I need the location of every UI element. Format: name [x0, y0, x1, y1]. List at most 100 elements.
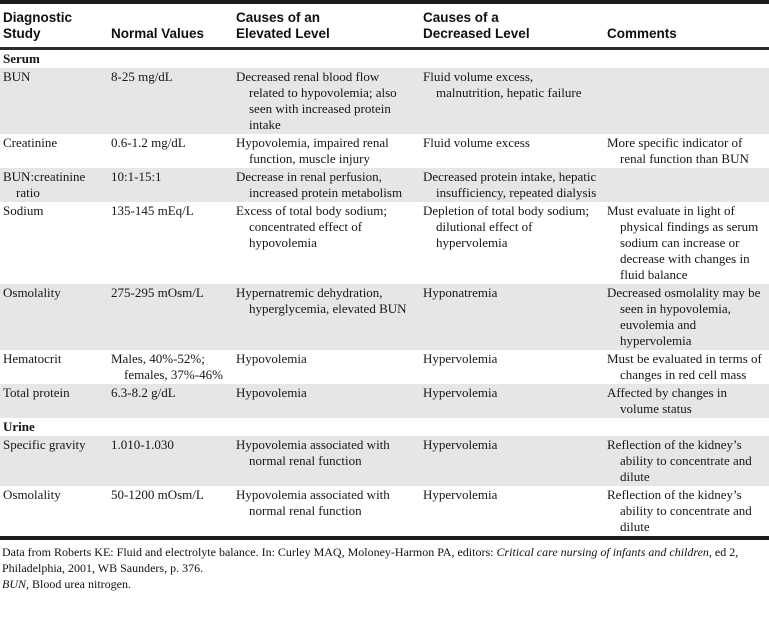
- footer-source-post: , ed 2, Philadelphia, 2001, WB Saunders,…: [2, 545, 739, 575]
- cell-elevated: Hypovolemia: [233, 384, 420, 418]
- cell-text: Hypernatremic dehydration, hyperglycemia…: [236, 285, 407, 316]
- cell-text: 275-295 mOsm/L: [111, 285, 204, 300]
- footer-source-pre: Data from Roberts KE: Fluid and electrol…: [2, 545, 497, 559]
- cell-normal: 6.3-8.2 g/dL: [108, 384, 233, 418]
- cell-study: BUN: [0, 68, 108, 134]
- cell-normal: 275-295 mOsm/L: [108, 284, 233, 350]
- cell-elevated: Hypovolemia associated with normal renal…: [233, 486, 420, 536]
- cell-text: 0.6-1.2 mg/dL: [111, 135, 186, 150]
- header-cell-3: Causes of an Elevated Level: [233, 4, 420, 49]
- cell-study: Creatinine: [0, 134, 108, 168]
- cell-text: 6.3-8.2 g/dL: [111, 385, 176, 400]
- cell-text: Osmolality: [3, 487, 61, 502]
- table-footnotes: Data from Roberts KE: Fluid and electrol…: [0, 540, 769, 592]
- cell-elevated: Hypovolemia, impaired renal function, mu…: [233, 134, 420, 168]
- cell-comments: Decreased osmolality may be seen in hypo…: [604, 284, 769, 350]
- header-row: Diagnostic Study Normal Values Causes of an…: [0, 4, 769, 49]
- header-line: Decreased Level: [423, 26, 530, 41]
- cell-text: Fluid volume excess: [423, 135, 530, 150]
- cell-text: 8-25 mg/dL: [111, 69, 173, 84]
- footer-source-title: Critical care nursing of infants and chi…: [496, 545, 709, 559]
- table-row: Hematocrit Males, 40%-52%; females, 37%-4…: [0, 350, 769, 384]
- header-cell-5: Comments: [604, 4, 769, 49]
- header-line: Causes of an: [236, 10, 321, 25]
- cell-decreased: Hyponatremia: [420, 284, 604, 350]
- cell-text: Decreased renal blood flow related to hy…: [236, 69, 397, 132]
- header-line: Normal Values: [111, 26, 205, 41]
- cell-text: 50-1200 mOsm/L: [111, 487, 204, 502]
- cell-comments: More specific indicator of renal functio…: [604, 134, 769, 168]
- cell-comments: [604, 68, 769, 134]
- cell-text: Decrease in renal perfusion, increased p…: [236, 169, 403, 200]
- cell-text: Specific gravity: [3, 437, 86, 452]
- header-line: Diagnostic: [3, 10, 73, 25]
- cell-decreased: Hypervolemia: [420, 436, 604, 486]
- cell-text: More specific indicator of renal functio…: [607, 135, 749, 166]
- cell-text: Hyponatremia: [423, 285, 498, 300]
- cell-comments: Reflection of the kidney’s ability to co…: [604, 486, 769, 536]
- table-row: Sodium 135-145 mEq/L Excess of total body …: [0, 202, 769, 284]
- header-line: Elevated Level: [236, 26, 330, 41]
- cell-normal: 0.6-1.2 mg/dL: [108, 134, 233, 168]
- cell-study: Hematocrit: [0, 350, 108, 384]
- cell-normal: Males, 40%-52%; females, 37%-46%: [108, 350, 233, 384]
- cell-decreased: Hypervolemia: [420, 350, 604, 384]
- cell-text: Hypovolemia: [236, 351, 307, 366]
- table-row: Osmolality 50-1200 mOsm/L Hypovolemia asso…: [0, 486, 769, 536]
- cell-comments: Must be evaluated in terms of changes in…: [604, 350, 769, 384]
- cell-normal: 1.010-1.030: [108, 436, 233, 486]
- cell-text: Total protein: [3, 385, 70, 400]
- cell-study: Osmolality: [0, 284, 108, 350]
- cell-decreased: Depletion of total body sodium; dilution…: [420, 202, 604, 284]
- header-line: Study: [3, 26, 41, 41]
- cell-text: BUN:creatinine ratio: [3, 169, 86, 200]
- cell-normal: 135-145 mEq/L: [108, 202, 233, 284]
- cell-text: 10:1-15:1: [111, 169, 162, 184]
- section-label: Urine: [0, 418, 769, 436]
- cell-elevated: Hypernatremic dehydration, hyperglycemia…: [233, 284, 420, 350]
- cell-text: Hypovolemia: [236, 385, 307, 400]
- table-row: Total protein 6.3-8.2 g/dL Hypovolemia Hype…: [0, 384, 769, 418]
- cell-decreased: Fluid volume excess: [420, 134, 604, 168]
- cell-elevated: Decrease in renal perfusion, increased p…: [233, 168, 420, 202]
- cell-study: Specific gravity: [0, 436, 108, 486]
- section-label: Serum: [0, 48, 769, 68]
- bottom-rule: [0, 536, 769, 540]
- cell-text: Hypervolemia: [423, 351, 498, 366]
- cell-decreased: Decreased protein intake, hepatic insuff…: [420, 168, 604, 202]
- cell-study: Sodium: [0, 202, 108, 284]
- cell-decreased: Hypervolemia: [420, 384, 604, 418]
- cell-comments: [604, 168, 769, 202]
- cell-normal: 8-25 mg/dL: [108, 68, 233, 134]
- cell-decreased: Hypervolemia: [420, 486, 604, 536]
- table-row: Specific gravity 1.010-1.030 Hypovolemia a…: [0, 436, 769, 486]
- cell-text: Decreased osmolality may be seen in hypo…: [607, 285, 761, 348]
- footer-source: Data from Roberts KE: Fluid and electrol…: [2, 544, 767, 576]
- cell-text: Decreased protein intake, hepatic insuff…: [423, 169, 597, 200]
- diagnostic-table: Diagnostic Study Normal Values Causes of an…: [0, 4, 769, 536]
- section-row: Serum: [0, 48, 769, 68]
- cell-text: 1.010-1.030: [111, 437, 174, 452]
- table-row: Creatinine 0.6-1.2 mg/dL Hypovolemia, impa…: [0, 134, 769, 168]
- table-row: Osmolality 275-295 mOsm/L Hypernatremic de…: [0, 284, 769, 350]
- cell-study: Osmolality: [0, 486, 108, 536]
- cell-text: Reflection of the kidney’s ability to co…: [607, 437, 752, 484]
- top-rule: [0, 0, 769, 4]
- table-header: Diagnostic Study Normal Values Causes of an…: [0, 4, 769, 49]
- table-row: BUN:creatinine ratio 10:1-15:1 Decrease in…: [0, 168, 769, 202]
- cell-text: Depletion of total body sodium; dilution…: [423, 203, 590, 250]
- cell-elevated: Hypovolemia: [233, 350, 420, 384]
- diagnostic-table-body: Serum BUN 8-25 mg/dL Decreased renal blood …: [0, 48, 769, 537]
- cell-comments: Reflection of the kidney’s ability to co…: [604, 436, 769, 486]
- cell-text: Hypervolemia: [423, 487, 498, 502]
- cell-comments: Must evaluate in light of physical findi…: [604, 202, 769, 284]
- cell-elevated: Decreased renal blood flow related to hy…: [233, 68, 420, 134]
- cell-text: BUN: [3, 69, 31, 84]
- cell-decreased: Fluid volume excess, malnutrition, hepat…: [420, 68, 604, 134]
- cell-text: Reflection of the kidney’s ability to co…: [607, 487, 752, 534]
- cell-text: Creatinine: [3, 135, 58, 150]
- cell-study: Total protein: [0, 384, 108, 418]
- footer-abbrev-definition: , Blood urea nitrogen.: [26, 577, 131, 591]
- footer-abbrev-term: BUN: [2, 577, 26, 591]
- cell-text: Hypovolemia associated with normal renal…: [236, 437, 390, 468]
